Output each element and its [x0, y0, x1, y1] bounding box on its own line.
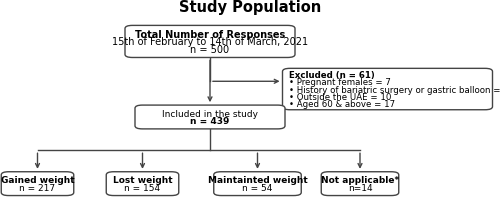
Text: • Pregnant females = 7: • Pregnant females = 7 — [289, 78, 391, 87]
Text: 15th of February to 14th of March, 2021: 15th of February to 14th of March, 2021 — [112, 37, 308, 47]
FancyBboxPatch shape — [125, 26, 295, 58]
FancyBboxPatch shape — [321, 172, 399, 196]
Text: n = 500: n = 500 — [190, 45, 230, 55]
Text: • History of bariatric surgery or gastric balloon = 27: • History of bariatric surgery or gastri… — [289, 85, 500, 94]
Text: n = 439: n = 439 — [190, 117, 230, 126]
Text: n = 154: n = 154 — [124, 183, 160, 192]
Text: Gained weight: Gained weight — [0, 176, 74, 185]
FancyBboxPatch shape — [106, 172, 178, 196]
FancyBboxPatch shape — [282, 69, 492, 110]
Text: Not applicable*: Not applicable* — [321, 176, 399, 185]
Text: • Outside the UAE = 10: • Outside the UAE = 10 — [289, 92, 392, 101]
Text: Study Population: Study Population — [179, 0, 321, 15]
Text: n = 54: n = 54 — [242, 183, 272, 192]
Text: n=14: n=14 — [348, 183, 372, 192]
Text: Total Number of Responses: Total Number of Responses — [135, 29, 285, 39]
Text: Lost weight: Lost weight — [112, 176, 172, 185]
Text: n = 217: n = 217 — [20, 183, 56, 192]
FancyBboxPatch shape — [214, 172, 301, 196]
Text: • Aged 60 & above = 17: • Aged 60 & above = 17 — [289, 99, 395, 109]
Text: Included in the study: Included in the study — [162, 109, 258, 118]
Text: Excluded (n = 61): Excluded (n = 61) — [289, 71, 375, 80]
FancyBboxPatch shape — [2, 172, 74, 196]
Text: Maintainted weight: Maintainted weight — [208, 176, 308, 185]
FancyBboxPatch shape — [135, 105, 285, 129]
